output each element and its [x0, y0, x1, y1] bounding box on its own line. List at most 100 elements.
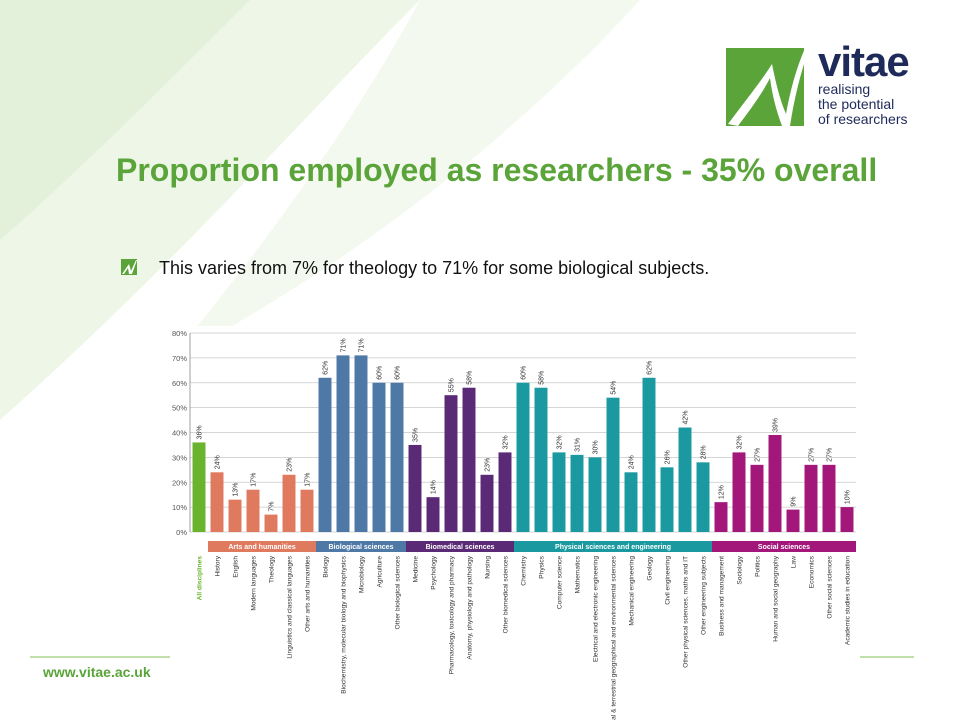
category-label: Psychology: [431, 555, 438, 589]
data-label: 31%: [575, 438, 582, 452]
group-band: [316, 541, 406, 552]
footer-divider: [30, 656, 170, 658]
category-label: Law: [791, 556, 798, 568]
y-tick-label: 70%: [172, 354, 187, 363]
y-tick-label: 60%: [172, 379, 187, 388]
category-label: Nursing: [485, 556, 492, 579]
vitae-logo-mark-icon: [726, 46, 810, 126]
bar: [426, 497, 440, 532]
bar: [192, 442, 206, 532]
footer-divider: [860, 656, 914, 658]
bar: [786, 509, 800, 532]
category-label: Other biological sciences: [395, 555, 402, 629]
data-label: 60%: [377, 366, 384, 380]
category-label: Civil engineering: [665, 556, 672, 605]
bar: [678, 427, 692, 532]
category-label: Biology: [323, 555, 330, 577]
bar: [606, 397, 620, 532]
category-label: Business and management: [719, 556, 726, 636]
y-tick-label: 50%: [172, 404, 187, 413]
data-label: 26%: [665, 450, 672, 464]
logo-tagline-line: the potential: [818, 96, 895, 112]
data-label: 54%: [611, 381, 618, 395]
bar: [768, 434, 782, 532]
bar: [498, 452, 512, 532]
category-label: Theology: [269, 555, 276, 583]
data-label: 27%: [755, 448, 762, 462]
data-label: 39%: [773, 418, 780, 432]
data-label: 60%: [521, 366, 528, 380]
group-band: [208, 541, 316, 552]
data-label: 9%: [791, 496, 798, 506]
data-label: 71%: [359, 338, 366, 352]
data-label: 12%: [719, 485, 726, 499]
data-label: 62%: [323, 361, 330, 375]
bar-chart: 0% 10% 20% 30% 40% 50% 60% 70% 80% 36% 24% 13% 17% 7%…: [170, 326, 860, 725]
chart-svg: 0% 10% 20% 30% 40% 50% 60% 70% 80% 36% 24% 13% 17% 7%…: [172, 329, 856, 725]
group-label: Arts and humanities: [228, 544, 295, 551]
y-tick-label: 20%: [172, 478, 187, 487]
bar: [696, 462, 710, 532]
data-label: 58%: [539, 371, 546, 385]
category-label: Medicine: [413, 556, 420, 583]
bar: [336, 355, 350, 532]
logo-tagline-line: of researchers: [818, 111, 908, 127]
slide-title: Proportion employed as researchers - 35%…: [116, 152, 878, 188]
data-label: 10%: [845, 490, 852, 504]
y-tick-label: 10%: [172, 503, 187, 512]
category-label: Electrical and electronic engineering: [593, 556, 600, 662]
category-label: English: [233, 556, 240, 578]
group-label: Physical sciences and engineering: [555, 544, 671, 551]
data-label: 55%: [449, 378, 456, 392]
category-label: All disciplines: [197, 556, 204, 601]
y-tick-label: 40%: [172, 429, 187, 438]
data-label: 58%: [467, 371, 474, 385]
bullet-text: This varies from 7% for theology to 71% …: [159, 258, 710, 278]
category-label: Biochemistry, molecular biology and biop…: [341, 555, 348, 693]
category-label: Microbiology: [359, 555, 366, 593]
category-label: Other engineering subjects: [701, 555, 708, 635]
bar: [282, 474, 296, 532]
bar: [264, 514, 278, 532]
category-label: Chemistry: [521, 555, 528, 585]
footer-url[interactable]: www.vitae.ac.uk: [43, 664, 151, 680]
bar: [732, 452, 746, 532]
group-band: [406, 541, 514, 552]
category-label: Other physical sciences, maths and IT: [683, 556, 690, 668]
bar: [534, 387, 548, 532]
category-label: Mechanical engineering: [629, 556, 636, 626]
bar: [354, 355, 368, 532]
data-label: 7%: [269, 501, 276, 511]
group-label: Biomedical sciences: [426, 544, 495, 551]
logo-tagline: realising the potential of researchers: [818, 82, 907, 127]
bar: [462, 387, 476, 532]
bar: [840, 507, 854, 532]
data-label: 62%: [647, 361, 654, 375]
category-label: Other biomedical sciences: [503, 555, 510, 633]
vitae-logo[interactable]: vitae realising the potential of researc…: [726, 38, 926, 134]
data-label: 17%: [305, 473, 312, 487]
bar: [444, 395, 458, 532]
bar: [372, 382, 386, 532]
category-label: Other arts and humanities: [305, 555, 312, 632]
logo-tagline-line: realising: [818, 81, 871, 97]
group-label: Social sciences: [758, 544, 810, 551]
data-label: 35%: [413, 428, 420, 442]
data-label: 36%: [197, 425, 204, 439]
category-label: Academic studies in education: [845, 556, 852, 645]
data-label: 27%: [827, 448, 834, 462]
data-label: 27%: [809, 448, 816, 462]
category-label: History: [215, 555, 222, 576]
bar: [480, 474, 494, 532]
bar: [300, 489, 314, 532]
category-label: Modern languages: [251, 555, 258, 610]
bar: [624, 472, 638, 532]
data-label: 23%: [485, 458, 492, 472]
data-label: 32%: [503, 435, 510, 449]
bar: [390, 382, 404, 532]
data-label: 42%: [683, 411, 690, 425]
bar: [588, 457, 602, 532]
y-tick-label: 0%: [176, 528, 187, 537]
group-band: [712, 541, 856, 552]
